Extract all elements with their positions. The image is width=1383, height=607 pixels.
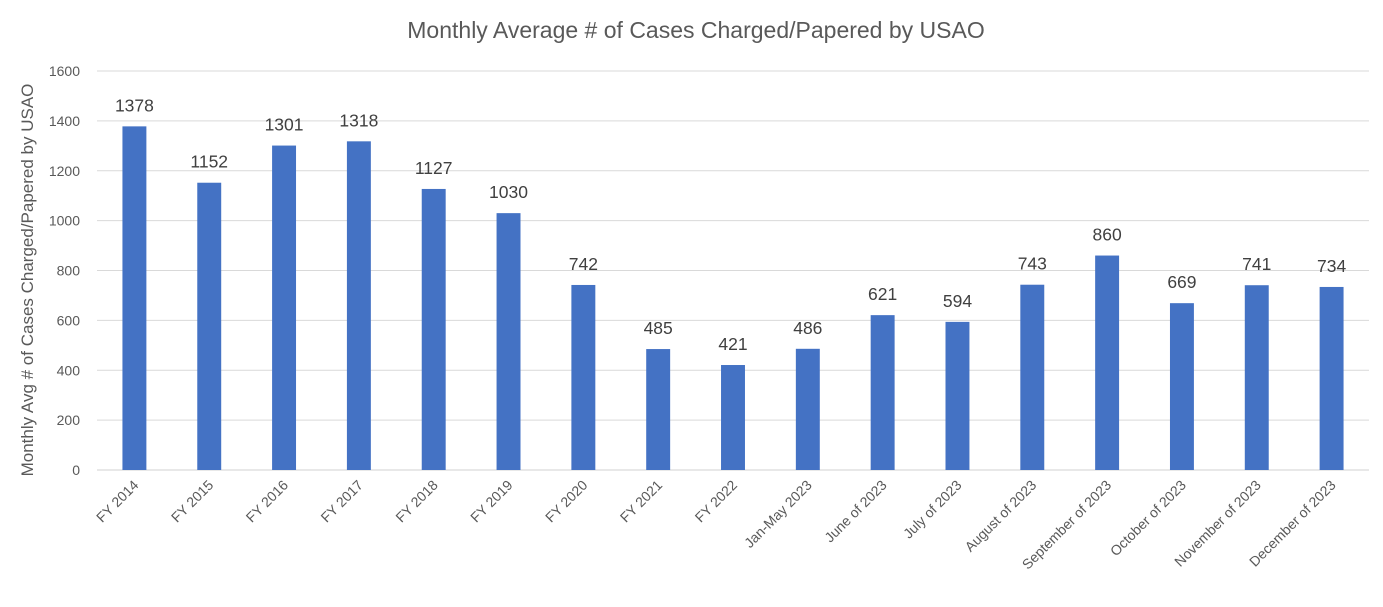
bar (346, 141, 371, 471)
x-tick-label: July of 2023 (900, 477, 965, 542)
data-label: 485 (644, 318, 673, 338)
x-axis-ticks: FY 2014 FY 2015 FY 2016 FY 2017 FY 2018 FY 20… (93, 477, 1339, 573)
bar (122, 126, 147, 470)
y-tick-label: 1600 (49, 63, 80, 79)
y-tick-label: 1400 (49, 113, 80, 129)
data-label: 1318 (339, 110, 378, 130)
y-tick-label: 200 (57, 412, 81, 428)
x-tick-label: FY 2022 (692, 477, 741, 526)
data-label: 594 (943, 291, 972, 311)
data-label: 743 (1018, 254, 1047, 274)
bar (646, 349, 671, 470)
data-label: 1030 (489, 182, 528, 202)
bars (122, 126, 1344, 471)
bar (1169, 303, 1194, 470)
bar (197, 182, 222, 470)
bar (571, 284, 596, 470)
data-label: 1301 (265, 115, 304, 135)
data-label: 741 (1242, 254, 1271, 274)
chart-title: Monthly Average # of Cases Charged/Paper… (407, 17, 984, 43)
bar (795, 348, 820, 470)
x-tick-label: FY 2021 (617, 477, 666, 526)
y-tick-label: 1200 (49, 163, 80, 179)
data-label: 734 (1317, 256, 1346, 276)
x-tick-label: FY 2017 (317, 477, 366, 526)
y-tick-label: 0 (72, 462, 80, 478)
y-tick-label: 800 (57, 263, 81, 279)
bar (870, 315, 895, 470)
y-tick-label: 600 (57, 312, 81, 328)
data-label: 421 (718, 334, 747, 354)
gridlines (97, 70, 1369, 471)
x-tick-label: FY 2018 (392, 477, 441, 526)
data-label: 621 (868, 284, 897, 304)
x-tick-label: FY 2015 (168, 477, 217, 526)
bar (1319, 286, 1344, 470)
bar (1244, 285, 1269, 470)
data-label: 1127 (415, 158, 453, 178)
data-label: 1378 (115, 95, 154, 115)
x-tick-label: FY 2016 (243, 477, 292, 526)
bar (721, 365, 745, 470)
x-tick-label: Jan-May 2023 (741, 477, 815, 551)
data-label: 486 (793, 318, 822, 338)
y-axis-title: Monthly Avg # of Cases Charged/Papered b… (18, 84, 37, 477)
bar (421, 188, 446, 470)
data-labels: 1378 1152 1301 1318 1127 1030 742 485 421 486 621 5… (115, 95, 1347, 354)
bar (945, 321, 970, 470)
bar (272, 145, 297, 471)
bar (1095, 255, 1120, 470)
y-axis-ticks: 0 200 400 600 800 1000 1200 1400 1600 (49, 63, 80, 478)
y-tick-label: 400 (57, 362, 81, 378)
y-tick-label: 1000 (49, 213, 80, 229)
x-tick-label: June of 2023 (821, 477, 890, 546)
bar (496, 213, 521, 471)
x-tick-label: FY 2014 (93, 477, 142, 526)
data-label: 1152 (190, 152, 228, 172)
x-tick-label: October of 2023 (1107, 477, 1189, 559)
data-label: 742 (569, 254, 598, 274)
x-tick-label: August of 2023 (962, 477, 1040, 555)
bar (1020, 284, 1045, 470)
data-label: 669 (1167, 272, 1196, 292)
data-label: 860 (1093, 225, 1122, 245)
x-tick-label: FY 2020 (542, 477, 591, 526)
x-tick-label: FY 2019 (467, 477, 516, 526)
